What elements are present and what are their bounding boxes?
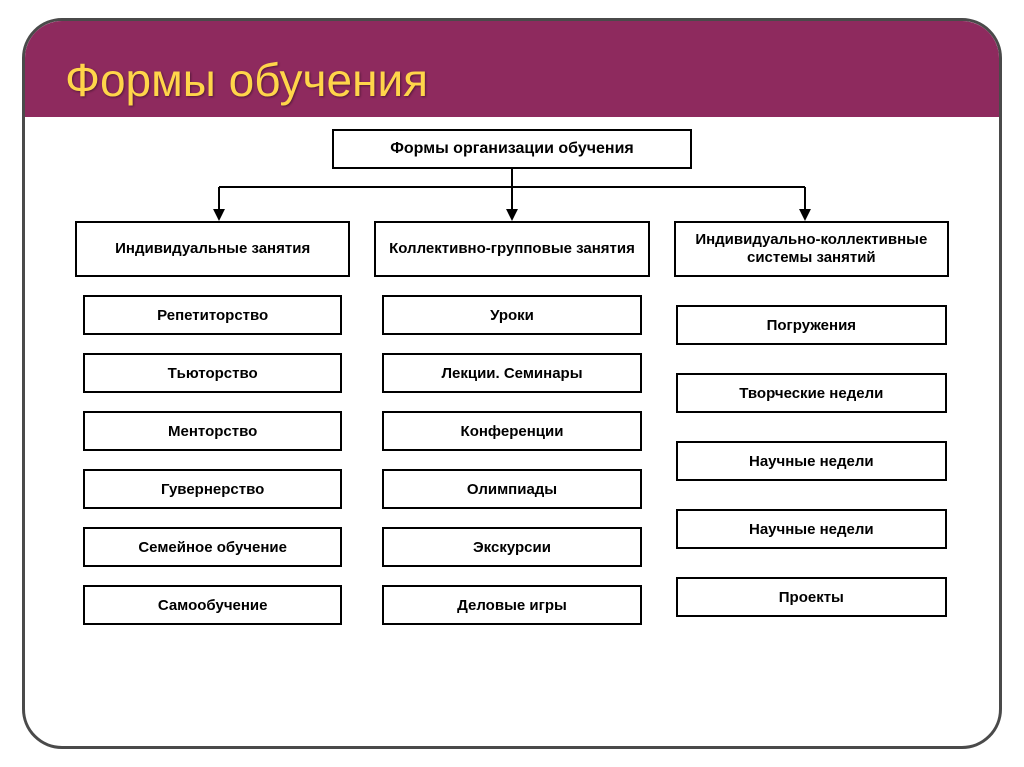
item-box: Проекты xyxy=(676,577,947,617)
item-box: Гувернерство xyxy=(83,469,342,509)
item-box: Научные недели xyxy=(676,441,947,481)
slide-frame: Формы обучения Формы организации обучени… xyxy=(22,18,1002,749)
col-header-individual: Индивидуальные занятия xyxy=(75,221,350,277)
item-label: Научные недели xyxy=(749,521,874,538)
columns-row: Индивидуальные занятия Репетиторство Тью… xyxy=(75,221,949,726)
item-label: Семейное обучение xyxy=(138,539,287,556)
item-label: Погружения xyxy=(767,317,857,334)
item-label: Научные недели xyxy=(749,453,874,470)
connector-arrows xyxy=(75,169,949,229)
root-label: Формы организации обучения xyxy=(390,140,634,158)
column-individual-collective: Индивидуально-коллективные системы занят… xyxy=(674,221,949,726)
item-box: Семейное обучение xyxy=(83,527,342,567)
item-label: Самообучение xyxy=(158,597,268,614)
col-header-collective-group: Коллективно-групповые занятия xyxy=(374,221,649,277)
diagram-container: Формы организации обучения Индивидуальны… xyxy=(75,129,949,726)
item-box: Лекции. Семинары xyxy=(382,353,641,393)
item-box: Менторство xyxy=(83,411,342,451)
item-label: Проекты xyxy=(779,589,844,606)
item-box: Творческие недели xyxy=(676,373,947,413)
item-label: Творческие недели xyxy=(739,385,883,402)
item-box: Тьюторство xyxy=(83,353,342,393)
item-box: Деловые игры xyxy=(382,585,641,625)
root-node: Формы организации обучения xyxy=(332,129,692,169)
item-label: Менторство xyxy=(168,423,257,440)
col-header-individual-collective: Индивидуально-коллективные системы занят… xyxy=(674,221,949,277)
col-header-label: Индивидуальные занятия xyxy=(115,240,310,258)
item-label: Тьюторство xyxy=(168,365,258,382)
item-box: Уроки xyxy=(382,295,641,335)
item-label: Экскурсии xyxy=(473,539,551,556)
item-label: Конференции xyxy=(461,423,564,440)
column-collective-group: Коллективно-групповые занятия Уроки Лекц… xyxy=(374,221,649,726)
column-individual: Индивидуальные занятия Репетиторство Тью… xyxy=(75,221,350,726)
item-label: Гувернерство xyxy=(161,481,264,498)
col-header-label: Коллективно-групповые занятия xyxy=(389,240,635,258)
item-label: Олимпиады xyxy=(467,481,557,498)
item-box: Самообучение xyxy=(83,585,342,625)
item-label: Репетиторство xyxy=(157,307,268,324)
slide-title: Формы обучения xyxy=(65,53,428,107)
item-box: Погружения xyxy=(676,305,947,345)
col-header-label: Индивидуально-коллективные системы занят… xyxy=(684,231,939,267)
item-box: Репетиторство xyxy=(83,295,342,335)
item-box: Конференции xyxy=(382,411,641,451)
item-box: Экскурсии xyxy=(382,527,641,567)
item-label: Деловые игры xyxy=(457,597,567,614)
item-box: Олимпиады xyxy=(382,469,641,509)
item-label: Лекции. Семинары xyxy=(441,365,582,382)
item-box: Научные недели xyxy=(676,509,947,549)
item-label: Уроки xyxy=(490,307,534,324)
